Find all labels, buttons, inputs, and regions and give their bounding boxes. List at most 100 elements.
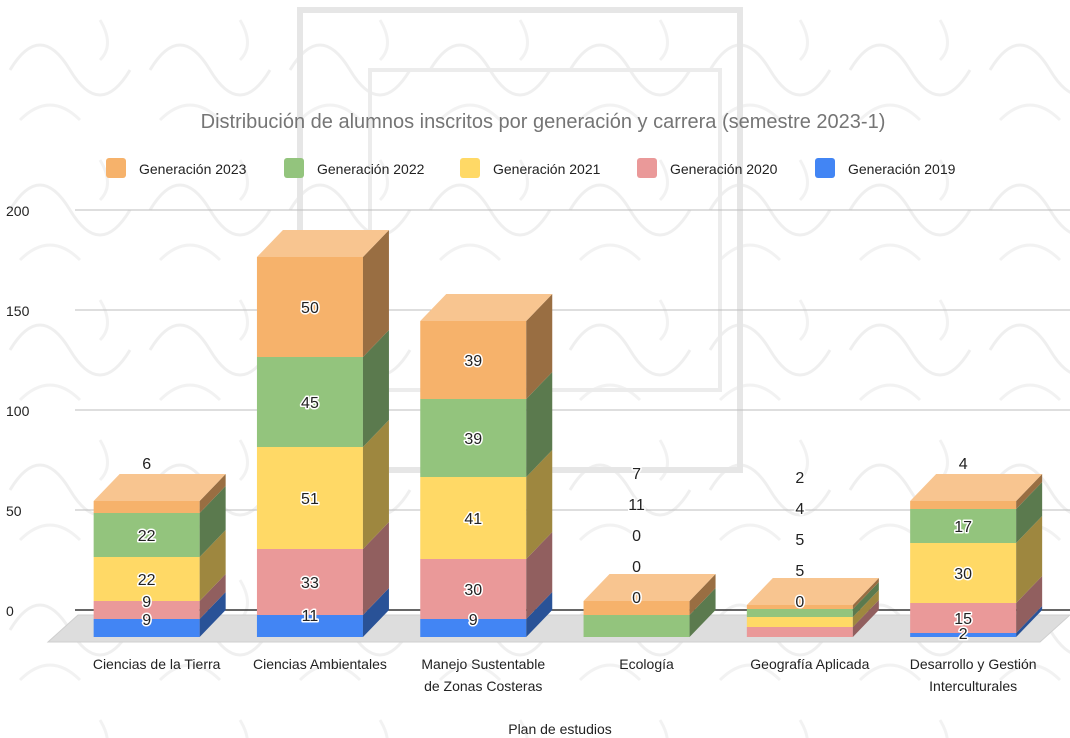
bar-segment-generacin-2020 — [256, 549, 363, 615]
bar-segment-side — [362, 522, 389, 615]
bar-segment-generacin-2022 — [256, 357, 363, 447]
bar-segment-side — [199, 486, 226, 557]
legend-swatch — [106, 158, 126, 178]
legend: Generación 2023 Generación 2022 Generación… — [106, 158, 956, 178]
bar-top-face — [93, 474, 226, 501]
legend-swatch — [284, 158, 304, 178]
bar-segment-side — [362, 420, 389, 549]
data-label: 6 — [142, 456, 151, 473]
bar-segment-generacin-2023 — [420, 321, 527, 399]
x-tick-label: Ecología — [619, 656, 674, 672]
bar-segment-side — [526, 294, 553, 399]
gridlines — [75, 209, 1070, 611]
data-label: 9 — [142, 612, 151, 629]
x-axis-title: Plan de estudios — [508, 721, 612, 737]
bar-stack-6 — [910, 474, 1043, 637]
bar-stack-3 — [420, 294, 553, 637]
bar-segment-generacin-2020 — [746, 627, 853, 637]
bar-segment-generacin-2021 — [93, 557, 200, 601]
legend-label: Generación 2021 — [493, 161, 601, 177]
x-tick-label: Ciencias Ambientales — [253, 656, 387, 672]
data-label: 30 — [954, 566, 972, 583]
data-label: 22 — [138, 528, 156, 545]
bar-segment-generacin-2023 — [746, 605, 853, 609]
data-label: 0 — [632, 528, 641, 545]
bar-stack-5 — [746, 578, 879, 637]
bar-segment-generacin-2019 — [420, 619, 527, 637]
x-axis: Ciencias de la Tierra Ciencias Ambientale… — [93, 656, 1037, 694]
bar-segment-generacin-2019 — [910, 633, 1017, 637]
legend-label: Generación 2019 — [848, 161, 956, 177]
legend-item: Generación 2019 — [815, 158, 956, 178]
data-label: 51 — [301, 491, 319, 508]
bar-segment-side — [852, 578, 879, 609]
bar-segment-side — [1016, 516, 1043, 603]
x-tick-label: Desarrollo y Gestión — [910, 656, 1037, 672]
data-label: 50 — [301, 300, 319, 317]
data-label: 15 — [954, 611, 972, 628]
chart-title: Distribución de alumnos inscritos por ge… — [201, 111, 886, 133]
bar-segment-side — [526, 450, 553, 559]
x-tick-label: Interculturales — [929, 678, 1017, 694]
data-label: 11 — [628, 497, 645, 514]
y-tick-label: 100 — [6, 403, 30, 419]
bar-segment-generacin-2022 — [910, 509, 1017, 543]
data-labels: 9922226113351455093041393900011705542215… — [136, 299, 973, 645]
bar-stack-4 — [583, 574, 716, 637]
bar-segment-side — [199, 474, 226, 513]
x-tick-label: Manejo Sustentable — [421, 656, 545, 672]
bar-segment-generacin-2022 — [583, 615, 690, 637]
legend-label: Generación 2022 — [317, 161, 425, 177]
data-label: 17 — [954, 519, 972, 536]
legend-item: Generación 2021 — [460, 158, 601, 178]
data-label: 5 — [795, 563, 804, 580]
bar-segment-side — [526, 372, 553, 477]
bar-segment-side — [689, 588, 716, 637]
data-label: 33 — [301, 575, 319, 592]
bar-segment-generacin-2020 — [93, 601, 200, 619]
data-label: 22 — [138, 572, 156, 589]
bar-segment-side — [689, 574, 716, 615]
data-label: 5 — [795, 532, 804, 549]
data-label: 39 — [464, 431, 482, 448]
data-label: 4 — [959, 456, 968, 473]
bar-segment-side — [362, 330, 389, 447]
data-label: 0 — [632, 590, 641, 607]
bar-segment-side — [199, 592, 226, 637]
legend-swatch — [637, 158, 657, 178]
bar-top-face — [256, 230, 389, 257]
bar-stack-1 — [93, 474, 226, 637]
data-label: 9 — [142, 594, 151, 611]
bar-top-face — [910, 474, 1043, 501]
bar-segment-generacin-2021 — [746, 617, 853, 627]
bar-segment-side — [852, 600, 879, 637]
data-label: 11 — [302, 608, 319, 625]
y-tick-label: 200 — [6, 203, 30, 219]
y-tick-label: 50 — [6, 503, 22, 519]
legend-swatch — [815, 158, 835, 178]
bar-segment-generacin-2022 — [746, 609, 853, 617]
bar-segment-side — [526, 592, 553, 637]
bar-segment-side — [1016, 576, 1043, 633]
x-tick-label: de Zonas Costeras — [424, 678, 542, 694]
data-label: 0 — [795, 594, 804, 611]
data-label: 0 — [632, 559, 641, 576]
x-tick-label: Geografía Aplicada — [750, 656, 869, 672]
bar-segment-generacin-2022 — [420, 399, 527, 477]
bar-segment-side — [1016, 606, 1043, 637]
bar-segment-side — [852, 590, 879, 627]
bar-segment-side — [526, 532, 553, 619]
data-label: 7 — [632, 466, 641, 483]
data-label: 30 — [464, 582, 482, 599]
legend-item: Generación 2020 — [637, 158, 778, 178]
bar-segment-generacin-2019 — [256, 615, 363, 637]
y-tick-label: 0 — [6, 603, 14, 619]
data-label: 4 — [795, 501, 804, 518]
data-label: 2 — [959, 626, 968, 643]
bar-segment-generacin-2019 — [93, 619, 200, 637]
bar-segment-side — [1016, 474, 1043, 509]
bar-segment-side — [362, 588, 389, 637]
bar-top-face — [746, 578, 879, 605]
legend-item: Generación 2023 — [106, 158, 247, 178]
